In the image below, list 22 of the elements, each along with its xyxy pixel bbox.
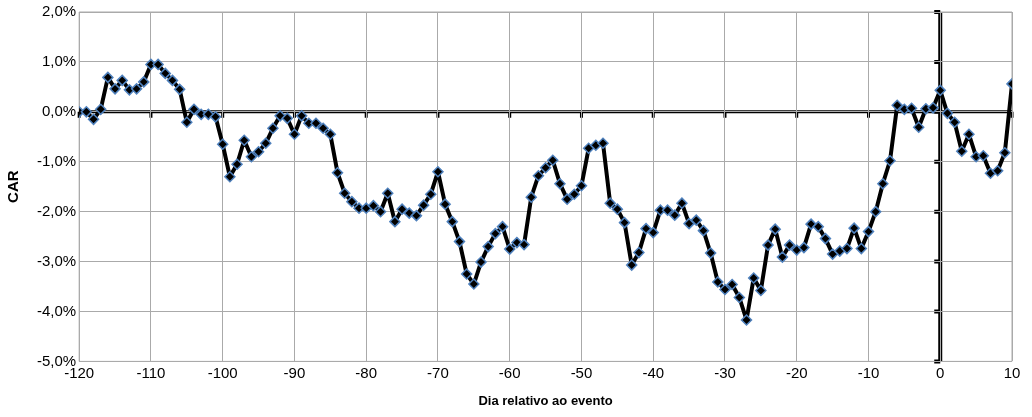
x-tick-label: -10	[857, 363, 880, 381]
x-tick-label: 10	[1003, 363, 1021, 381]
x-tick-label: -40	[642, 363, 665, 381]
x-tick-label: -100	[207, 363, 238, 381]
x-tick-label: -80	[355, 363, 378, 381]
x-tick-label: -60	[498, 363, 521, 381]
x-tick-label: -90	[283, 363, 306, 381]
x-tick-label: -50	[570, 363, 593, 381]
y-tick-label: -3,0%	[37, 251, 77, 269]
y-tick-label: -1,0%	[37, 151, 77, 169]
x-tick-label: -30	[714, 363, 736, 381]
y-tick-label: 0,0%	[41, 101, 77, 119]
y-axis-title: CAR	[4, 170, 22, 203]
y-tick-label: 2,0%	[41, 2, 77, 20]
x-axis-title: Dia relativo ao evento	[478, 392, 613, 408]
x-tick-label: -110	[136, 363, 166, 381]
x-tick-label: -70	[427, 363, 449, 381]
y-tick-label: 1,0%	[41, 52, 77, 70]
x-tick-label: -20	[785, 363, 808, 381]
x-tick-label: 0	[936, 363, 945, 381]
y-tick-label: -2,0%	[37, 201, 77, 219]
y-tick-label: -4,0%	[37, 301, 77, 319]
